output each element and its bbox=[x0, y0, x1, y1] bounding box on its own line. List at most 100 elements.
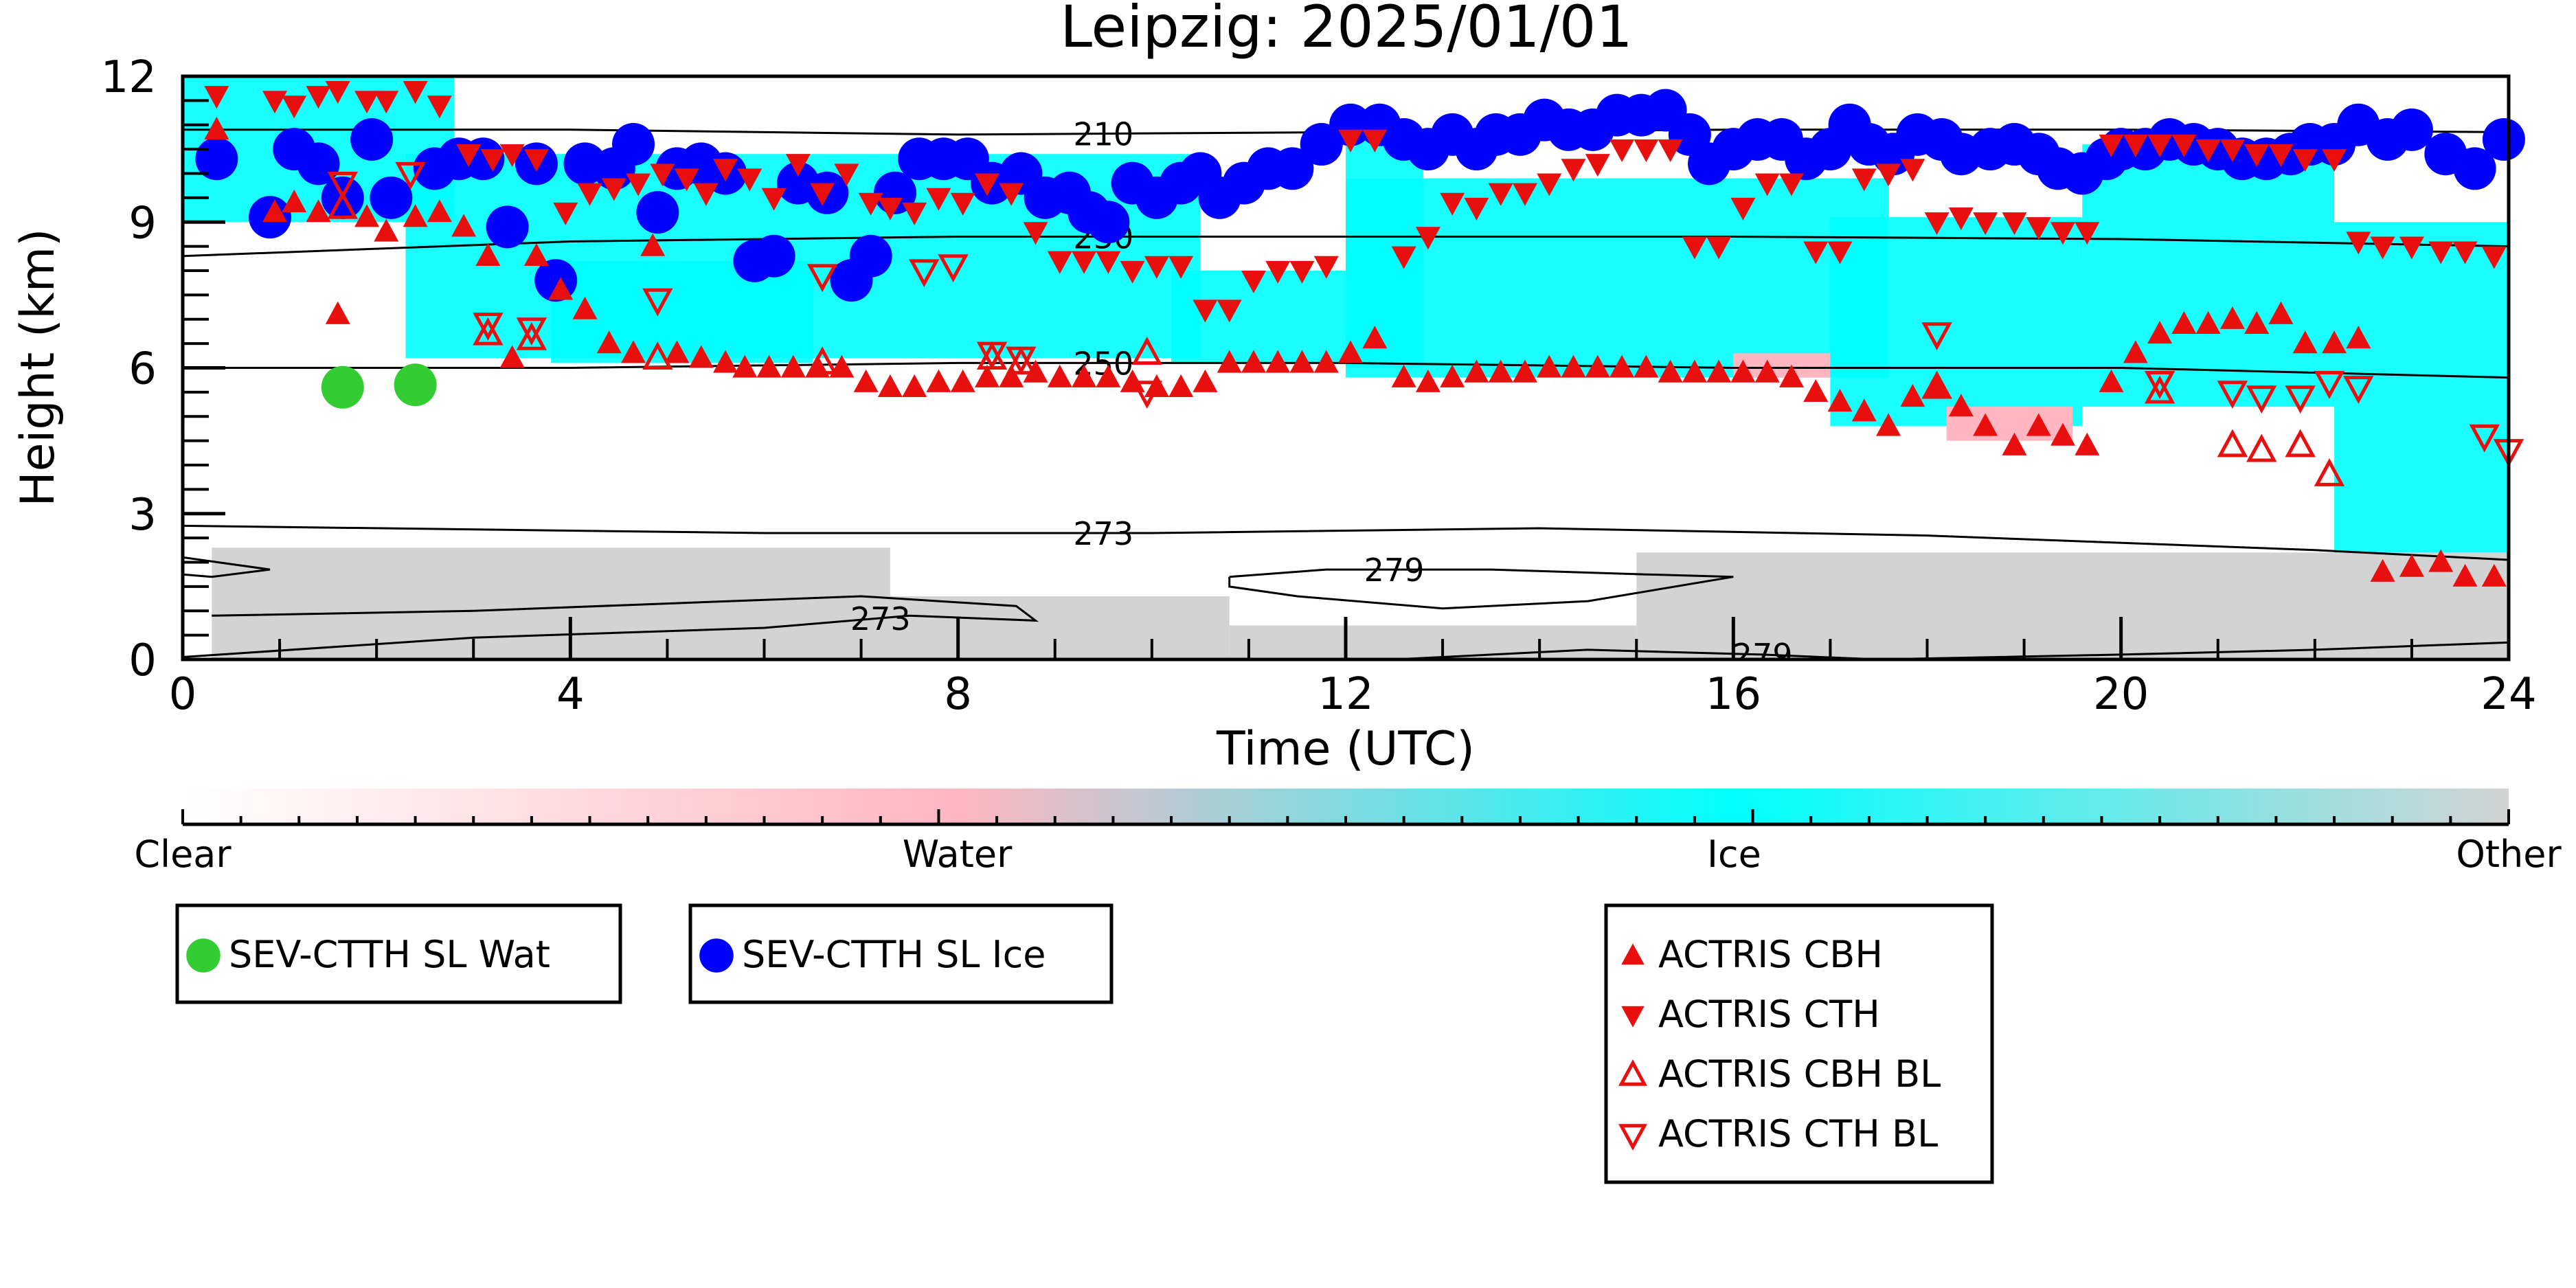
data-point bbox=[642, 288, 673, 317]
data-point bbox=[974, 364, 999, 387]
data-point bbox=[2370, 558, 2395, 582]
data-point bbox=[2002, 212, 2027, 236]
data-point bbox=[834, 163, 859, 187]
data-point bbox=[1851, 398, 1877, 422]
data-point bbox=[1585, 154, 1610, 177]
data-point bbox=[1561, 354, 1586, 378]
data-point bbox=[950, 192, 975, 216]
data-markers bbox=[195, 81, 2525, 587]
data-point bbox=[516, 321, 547, 350]
data-point bbox=[2144, 375, 2176, 404]
data-point bbox=[354, 91, 380, 114]
y-tick-label: 0 bbox=[128, 635, 157, 686]
data-point bbox=[1948, 394, 1974, 417]
data-point bbox=[1827, 389, 1853, 412]
data-point bbox=[1415, 227, 1440, 250]
data-point bbox=[976, 341, 1008, 370]
data-point bbox=[713, 159, 738, 182]
colorbar-label: Water bbox=[903, 833, 1013, 876]
data-point bbox=[2246, 385, 2277, 414]
x-tick-label: 20 bbox=[2093, 669, 2149, 720]
data-point bbox=[2099, 134, 2124, 157]
data-point bbox=[877, 374, 903, 397]
data-point bbox=[2390, 108, 2433, 151]
region-ice bbox=[1830, 217, 2083, 427]
data-point bbox=[306, 199, 331, 223]
data-point bbox=[516, 317, 547, 346]
legend-marker bbox=[1621, 943, 1645, 965]
region-ice bbox=[551, 260, 813, 363]
data-point bbox=[2217, 429, 2248, 457]
data-point bbox=[1706, 236, 1732, 260]
data-point bbox=[1488, 359, 1513, 383]
data-point bbox=[1415, 369, 1440, 392]
data-point bbox=[1730, 359, 1756, 383]
data-point bbox=[1362, 326, 1388, 349]
data-point bbox=[621, 340, 646, 363]
data-point bbox=[1265, 350, 1291, 373]
data-point bbox=[473, 313, 504, 341]
x-axis-label: Time (UTC) bbox=[1216, 722, 1475, 776]
data-point bbox=[688, 345, 714, 368]
data-point bbox=[902, 374, 927, 397]
data-point bbox=[806, 346, 838, 375]
data-point bbox=[612, 123, 655, 166]
contour-line bbox=[183, 524, 2509, 561]
data-point bbox=[2481, 246, 2507, 269]
data-point bbox=[1391, 246, 1416, 269]
data-point bbox=[1803, 241, 1829, 264]
data-point bbox=[1391, 364, 1416, 387]
data-point bbox=[938, 254, 969, 283]
data-point bbox=[1778, 364, 1804, 387]
data-point bbox=[1900, 159, 1925, 182]
data-point bbox=[1609, 354, 1635, 378]
data-point bbox=[1948, 207, 1974, 231]
data-point bbox=[1144, 256, 1169, 279]
data-point bbox=[636, 191, 679, 234]
data-point bbox=[713, 350, 738, 373]
data-point bbox=[810, 183, 835, 206]
data-point bbox=[902, 202, 927, 225]
data-point bbox=[2285, 429, 2316, 457]
data-point bbox=[2428, 549, 2454, 572]
data-point bbox=[1464, 197, 1489, 221]
data-point bbox=[1072, 251, 1097, 274]
data-point bbox=[473, 317, 504, 346]
legend-label: ACTRIS CTH bbox=[1658, 993, 1880, 1036]
data-point bbox=[642, 341, 673, 370]
data-point bbox=[1754, 173, 1780, 196]
y-tick-label: 9 bbox=[128, 198, 157, 249]
data-point bbox=[785, 154, 811, 177]
data-point bbox=[732, 354, 758, 378]
data-point bbox=[877, 197, 903, 221]
x-tick-label: 4 bbox=[556, 669, 585, 720]
data-point bbox=[1131, 337, 1162, 365]
data-point bbox=[999, 183, 1024, 206]
data-point bbox=[2268, 144, 2294, 168]
data-point bbox=[2195, 139, 2221, 163]
data-point bbox=[1313, 256, 1339, 279]
data-point bbox=[1924, 212, 1950, 236]
data-point bbox=[2453, 147, 2496, 190]
legend-marker bbox=[699, 938, 734, 973]
classification-colorbar: Clear Water Ice Other bbox=[134, 789, 2562, 876]
data-point bbox=[1096, 251, 1121, 274]
data-point bbox=[2322, 330, 2347, 354]
contour-line bbox=[183, 595, 1039, 658]
data-point bbox=[974, 173, 999, 196]
data-point bbox=[1047, 251, 1072, 274]
contour-label: 210 bbox=[1073, 116, 1133, 153]
data-point bbox=[1362, 129, 1388, 152]
data-point bbox=[2123, 340, 2148, 363]
data-point bbox=[1924, 374, 1950, 397]
legend-marker bbox=[1618, 1059, 1648, 1086]
region-other bbox=[212, 547, 890, 659]
data-point bbox=[950, 369, 975, 392]
data-point bbox=[1851, 168, 1877, 192]
data-point bbox=[2370, 236, 2395, 260]
data-point bbox=[499, 345, 525, 368]
data-point bbox=[2147, 321, 2173, 344]
data-point bbox=[664, 340, 690, 363]
data-point bbox=[2285, 385, 2316, 414]
